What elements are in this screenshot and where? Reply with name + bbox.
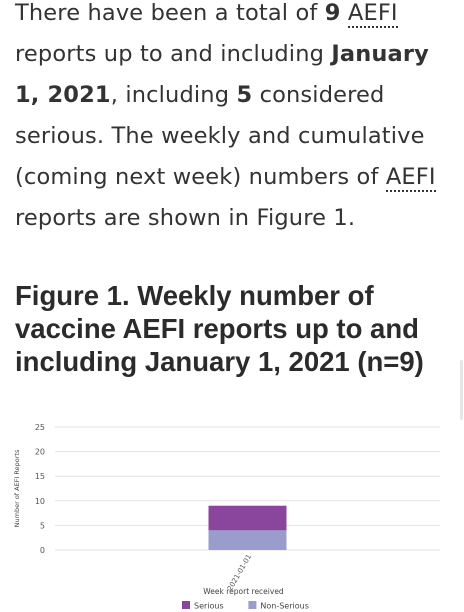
aefi-weekly-chart: 0 5 10 15 20 25 Number of AEFI Reports 2021-01-…	[0, 400, 464, 612]
aefi-abbreviation[interactable]: AEFI	[385, 164, 436, 192]
intro-text-2: reports up to and including	[15, 41, 332, 67]
total-reports-count: 9	[324, 0, 341, 26]
y-tick-label: 0	[40, 546, 45, 555]
intro-text-1: There have been a total of	[15, 0, 325, 26]
y-tick-label: 5	[40, 521, 45, 530]
scrollbar[interactable]	[460, 360, 463, 420]
legend-label-serious: Serious	[194, 602, 224, 611]
legend-swatch-serious	[182, 601, 190, 609]
report-date: January 1, 2021	[15, 41, 429, 108]
y-tick-label: 10	[35, 497, 45, 506]
bar-non-serious	[208, 530, 287, 550]
y-tick-label: 15	[35, 472, 45, 481]
legend-swatch-non-serious	[248, 601, 257, 609]
y-tick-label: 25	[35, 423, 45, 432]
x-axis-label: Week report received	[203, 587, 284, 596]
bar-serious	[208, 505, 287, 531]
intro-text-5: reports are shown in Figure 1.	[15, 205, 356, 231]
aefi-abbreviation[interactable]: AEFI	[347, 0, 398, 28]
figure-title: Figure 1. Weekly number of vaccine AEFI …	[15, 280, 424, 377]
y-axis-label: Number of AEFI Reports	[13, 449, 21, 527]
y-tick-label: 20	[35, 448, 45, 457]
intro-paragraph: There have been a total of 9 AEFI report…	[15, 0, 455, 239]
legend-label-non-serious: Non-Serious	[260, 602, 308, 611]
intro-text-4: considered serious. The weekly and cumul…	[15, 82, 425, 190]
serious-reports-count: 5	[236, 82, 253, 108]
intro-text-3: , including	[110, 82, 237, 108]
